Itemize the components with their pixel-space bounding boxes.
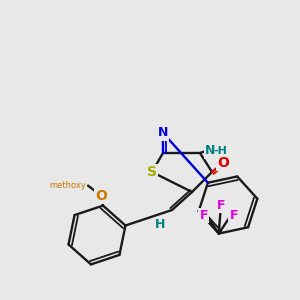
Text: F: F	[217, 199, 225, 212]
Text: methoxy: methoxy	[49, 181, 86, 190]
Text: S: S	[147, 165, 157, 179]
Text: F: F	[200, 209, 208, 222]
Text: O: O	[95, 189, 107, 202]
Text: H: H	[155, 218, 165, 232]
Text: -H: -H	[213, 146, 227, 156]
Text: O: O	[217, 156, 229, 170]
Text: N: N	[158, 127, 168, 140]
Text: F: F	[230, 209, 238, 222]
Text: N: N	[205, 145, 215, 158]
